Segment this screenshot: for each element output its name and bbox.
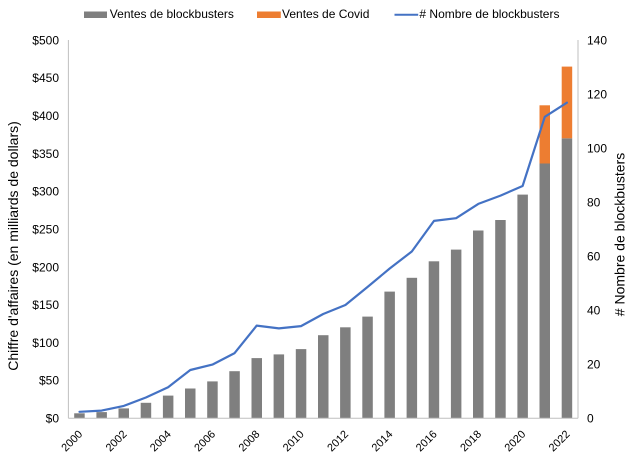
svg-text:$100: $100 (32, 336, 59, 350)
svg-text:0: 0 (587, 412, 594, 426)
svg-text:$400: $400 (32, 109, 59, 123)
svg-text:$500: $500 (32, 33, 59, 47)
svg-text:80: 80 (587, 195, 601, 209)
svg-text:$350: $350 (32, 147, 59, 161)
svg-text:$300: $300 (32, 185, 59, 199)
svg-text:20: 20 (587, 358, 601, 372)
svg-text:120: 120 (587, 87, 607, 101)
svg-text:$150: $150 (32, 298, 59, 312)
svg-text:Ventes de Covid: Ventes de Covid (282, 7, 369, 21)
svg-text:140: 140 (587, 33, 607, 47)
svg-text:$50: $50 (39, 374, 59, 388)
svg-text:40: 40 (587, 303, 601, 317)
svg-text:$200: $200 (32, 260, 59, 274)
svg-text:60: 60 (587, 249, 601, 263)
svg-text:$250: $250 (32, 222, 59, 236)
svg-text:$450: $450 (32, 71, 59, 85)
svg-text:100: 100 (587, 141, 607, 155)
svg-text:# Nombre de blockbusters: # Nombre de blockbusters (612, 153, 628, 316)
svg-text:# Nombre de blockbusters: # Nombre de blockbusters (419, 7, 559, 21)
svg-text:Ventes de blockbusters: Ventes de blockbusters (110, 7, 234, 21)
svg-text:$0: $0 (46, 412, 60, 426)
svg-text:Chiffre d'affaires (en milliar: Chiffre d'affaires (en milliards de doll… (5, 121, 21, 371)
